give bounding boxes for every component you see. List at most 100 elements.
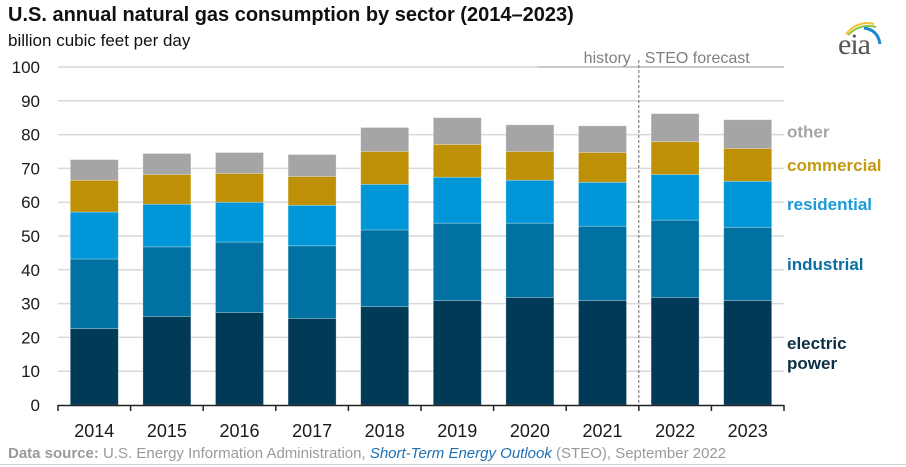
- series-label-electric-power: power: [787, 354, 837, 373]
- bar-segment-electric-power: [69, 328, 119, 406]
- data-source-footer: Data source: U.S. Energy Information Adm…: [8, 445, 726, 462]
- bar-segment-other: [432, 117, 482, 145]
- bar-segment-commercial: [215, 173, 264, 203]
- bar-segment-electric-power: [215, 311, 264, 406]
- bar-segment-industrial: [360, 229, 410, 308]
- bar-stack-2022: [650, 113, 700, 406]
- bar-segment-industrial: [287, 245, 337, 319]
- forecast-annotation: history STEO forecast: [537, 50, 784, 405]
- bar-segment-industrial: [505, 222, 555, 298]
- bar-segment-other: [505, 124, 555, 152]
- bar-stack-2018: [360, 127, 410, 406]
- bar-segment-other: [69, 159, 119, 181]
- bar-stack-2017: [287, 154, 337, 406]
- bar-stack-2020: [505, 124, 555, 406]
- bar-segment-other: [723, 119, 773, 149]
- forecast-label: STEO forecast: [645, 50, 750, 67]
- data-source-org: U.S. Energy Information Administration,: [98, 445, 370, 462]
- data-source-publication-link[interactable]: Short-Term Energy Outlook: [369, 445, 552, 462]
- bar-segment-commercial: [142, 174, 192, 205]
- bar-segment-electric-power: [142, 316, 192, 406]
- data-source-suffix: (STEO), September 2022: [551, 445, 727, 462]
- data-source-label: Data source:: [8, 445, 99, 462]
- bar-segment-electric-power: [505, 297, 555, 406]
- bar-segment-residential: [215, 201, 264, 243]
- chart-subtitle: billion cubic feet per day: [8, 31, 191, 50]
- bar-segment-residential: [723, 180, 773, 228]
- x-tick-label: 2015: [147, 421, 187, 441]
- bar-segment-residential: [578, 181, 627, 227]
- bar-segment-industrial: [142, 246, 192, 317]
- bar-stack-2015: [142, 153, 192, 406]
- x-tick-label: 2018: [365, 421, 405, 441]
- x-tick-label: 2017: [292, 421, 332, 441]
- bar-segment-residential: [142, 203, 192, 248]
- bar-segment-industrial: [723, 226, 773, 301]
- bar-segment-residential: [287, 204, 337, 247]
- x-axis: [57, 404, 785, 411]
- bar-segment-commercial: [723, 148, 773, 182]
- eia-logo-icon: [845, 22, 882, 45]
- bar-segment-electric-power: [578, 300, 627, 406]
- x-tick-label: 2016: [219, 421, 259, 441]
- series-label-residential: residential: [787, 195, 872, 214]
- bar-segment-other: [287, 154, 337, 177]
- bar-segment-electric-power: [432, 300, 482, 406]
- bar-stack-2016: [215, 152, 264, 406]
- bar-stack-2021: [578, 125, 627, 406]
- bar-segment-other: [650, 113, 700, 143]
- bar-segment-residential: [360, 183, 410, 231]
- footer-divider: [0, 464, 906, 465]
- y-tick-label: 70: [21, 159, 40, 178]
- bar-segment-electric-power: [723, 300, 773, 406]
- y-axis-tick-labels: 0 10 20 30 40 50 60 70 80 90 100: [12, 58, 40, 415]
- bar-segment-commercial: [650, 141, 700, 175]
- y-tick-label: 20: [21, 328, 40, 347]
- x-tick-label: 2023: [728, 421, 768, 441]
- bar-segment-commercial: [578, 152, 627, 183]
- y-tick-label: 90: [21, 92, 40, 111]
- chart-title: U.S. annual natural gas consumption by s…: [8, 4, 574, 26]
- bar-segment-industrial: [215, 241, 264, 313]
- bar-segment-other: [142, 153, 192, 175]
- series-label-other: other: [787, 123, 830, 142]
- y-tick-label: 60: [21, 193, 40, 212]
- bar-segment-electric-power: [287, 318, 337, 406]
- x-tick-label: 2022: [655, 421, 695, 441]
- bar-segment-commercial: [432, 144, 482, 178]
- y-tick-label: 40: [21, 261, 40, 280]
- series-label-industrial: industrial: [787, 255, 864, 274]
- bar-segment-commercial: [505, 151, 555, 181]
- bar-segment-commercial: [69, 179, 119, 213]
- bar-stack-2019: [432, 117, 482, 406]
- series-label-electric-power: electric: [787, 334, 847, 353]
- x-tick-label: 2019: [437, 421, 477, 441]
- series-label-commercial: commercial: [787, 156, 882, 175]
- y-tick-label: 30: [21, 295, 40, 314]
- bar-segment-residential: [432, 176, 482, 224]
- bar-segment-residential: [505, 179, 555, 224]
- bar-segment-electric-power: [360, 306, 410, 406]
- bar-segment-residential: [650, 174, 700, 221]
- bar-segment-industrial: [432, 222, 482, 301]
- y-tick-label: 10: [21, 362, 40, 381]
- bar-stack-2014: [69, 159, 119, 406]
- bar-segment-other: [360, 127, 410, 152]
- bar-segment-industrial: [650, 219, 700, 298]
- bar-segment-commercial: [360, 151, 410, 185]
- bar-segment-industrial: [69, 258, 119, 330]
- x-tick-label: 2020: [510, 421, 550, 441]
- bar-segment-industrial: [578, 225, 627, 301]
- y-tick-label: 0: [31, 396, 40, 415]
- history-label: history: [584, 50, 631, 67]
- bar-segment-commercial: [287, 176, 337, 206]
- bar-segment-residential: [69, 211, 119, 260]
- y-tick-label: 50: [21, 227, 40, 246]
- eia-logo: eia: [836, 18, 886, 61]
- eia-logo-text: eia: [838, 28, 871, 61]
- bars: [69, 113, 773, 406]
- x-tick-label: 2021: [582, 421, 622, 441]
- bar-segment-other: [578, 125, 627, 153]
- bar-stack-2023: [723, 119, 773, 406]
